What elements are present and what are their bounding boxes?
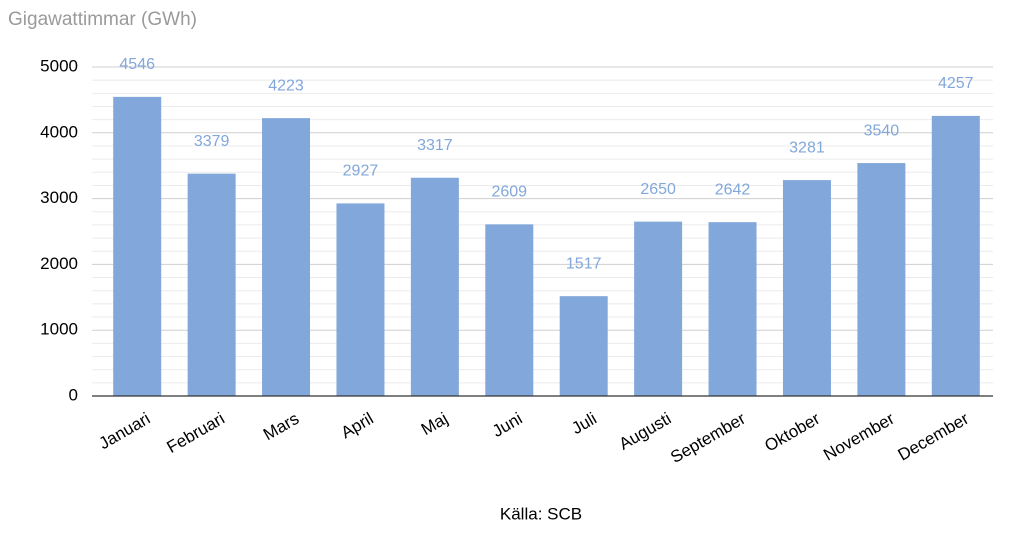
bar: [336, 203, 385, 396]
bar: [708, 222, 757, 396]
x-tick-label: Januari: [96, 409, 154, 453]
value-label: 2927: [343, 163, 379, 180]
x-tick-label: Juli: [568, 409, 600, 438]
value-label: 4257: [938, 75, 974, 92]
y-tick-label: 0: [69, 385, 78, 404]
y-tick-label: 1000: [40, 320, 78, 339]
bar: [187, 173, 236, 396]
y-tick-label: 3000: [40, 188, 78, 207]
x-tick-label: November: [820, 409, 898, 465]
x-tick-label: September: [667, 409, 749, 467]
bar: [410, 177, 459, 396]
source-note: Källa: SCB: [500, 504, 582, 523]
x-tick-label: April: [338, 409, 377, 442]
x-tick-label: Oktober: [761, 409, 823, 456]
value-label: 2642: [715, 181, 751, 198]
y-tick-label: 5000: [40, 56, 78, 75]
x-tick-label: Februari: [164, 409, 228, 457]
value-label: 3540: [864, 122, 900, 139]
bar: [262, 118, 311, 397]
bar: [559, 296, 608, 396]
value-label: 3379: [194, 133, 230, 150]
x-tick-label: Juni: [489, 409, 526, 441]
bar: [782, 180, 831, 396]
x-tick-label: December: [895, 409, 973, 465]
value-label: 2650: [640, 181, 676, 198]
bar: [113, 96, 162, 396]
value-label: 1517: [566, 255, 602, 272]
value-label: 3281: [789, 139, 825, 156]
value-label: 2609: [491, 184, 527, 201]
y-tick-label: 4000: [40, 122, 78, 141]
chart-title: Gigawattimmar (GWh): [8, 9, 197, 30]
x-tick-label: Maj: [418, 409, 451, 439]
value-label: 4223: [268, 77, 304, 94]
y-tick-label: 2000: [40, 254, 78, 273]
bar: [485, 224, 534, 396]
x-tick-label: Augusti: [616, 409, 675, 454]
value-label: 4546: [119, 56, 155, 73]
value-label: 3317: [417, 137, 453, 154]
bar: [634, 221, 683, 396]
bar: [931, 115, 980, 396]
x-tick-label: Mars: [260, 409, 302, 444]
bar: [857, 163, 906, 396]
